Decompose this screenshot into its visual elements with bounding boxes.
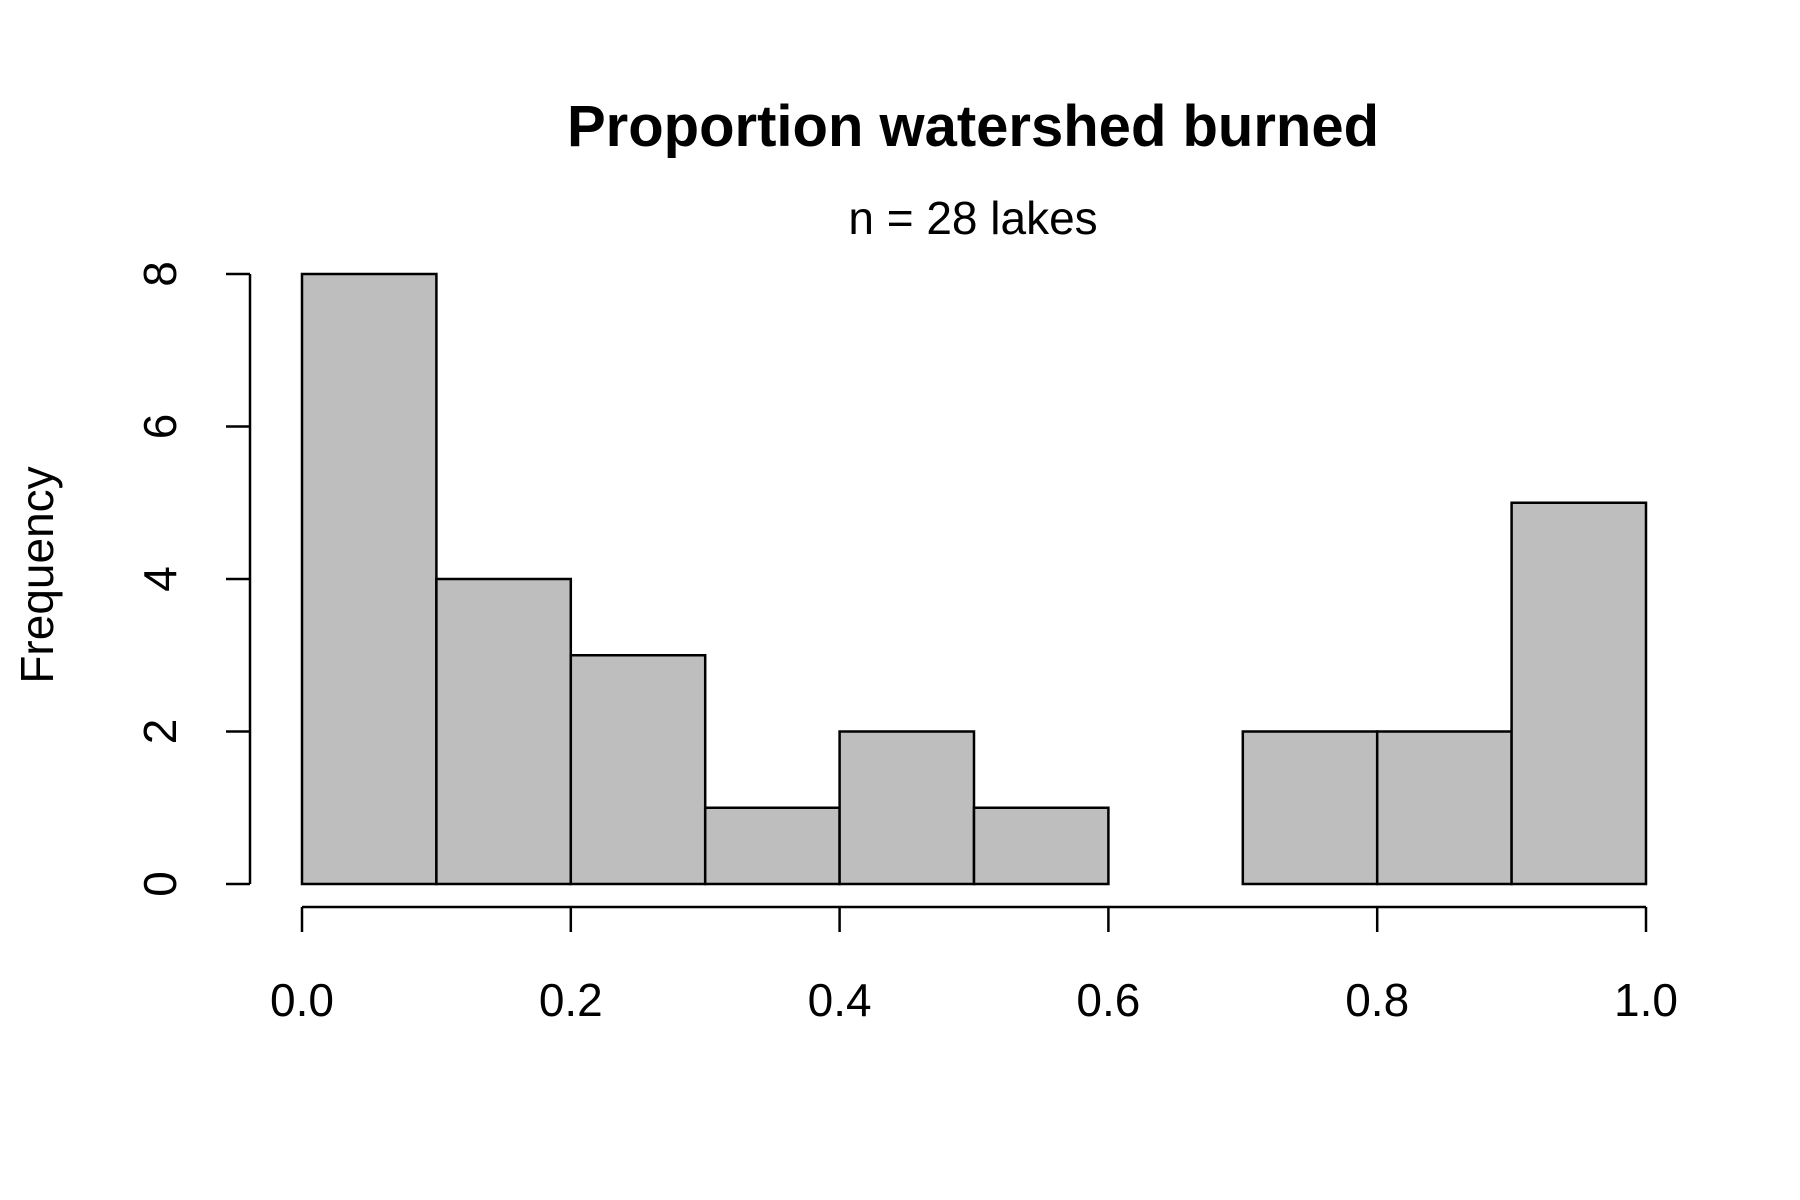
histogram-bar-1 <box>435 577 573 886</box>
x-tick-label: 1.0 <box>1614 974 1678 1026</box>
y-tick-label: 2 <box>134 719 186 745</box>
y-tick-label: 0 <box>134 871 186 897</box>
bars-group <box>300 272 1648 886</box>
y-tick-label: 6 <box>134 414 186 440</box>
chart-subtitle: n = 28 lakes <box>848 192 1097 244</box>
histogram-bar-4 <box>838 730 976 886</box>
x-axis: 0.0 0.2 0.4 0.6 0.8 1.0 <box>270 905 1678 1026</box>
histogram-bar-3 <box>703 806 841 886</box>
histogram-bar-8 <box>1375 730 1513 886</box>
chart-title: Proportion watershed burned <box>567 94 1379 159</box>
y-axis-label: Frequency <box>11 466 63 683</box>
x-tick-label: 0.0 <box>270 974 334 1026</box>
histogram-bar-2 <box>569 654 707 886</box>
histogram-bar-5 <box>972 806 1110 886</box>
x-tick-label: 0.8 <box>1345 974 1409 1026</box>
y-tick-label: 8 <box>134 261 186 287</box>
histogram-bar-9 <box>1510 501 1648 886</box>
x-tick-label: 0.2 <box>539 974 603 1026</box>
x-tick-label: 0.6 <box>1076 974 1140 1026</box>
x-tick-label: 0.4 <box>808 974 872 1026</box>
y-axis: 0 2 4 6 8 <box>134 261 252 897</box>
histogram-bar-0 <box>300 272 438 886</box>
histogram-bar-7 <box>1241 730 1379 886</box>
y-tick-label: 4 <box>134 566 186 592</box>
